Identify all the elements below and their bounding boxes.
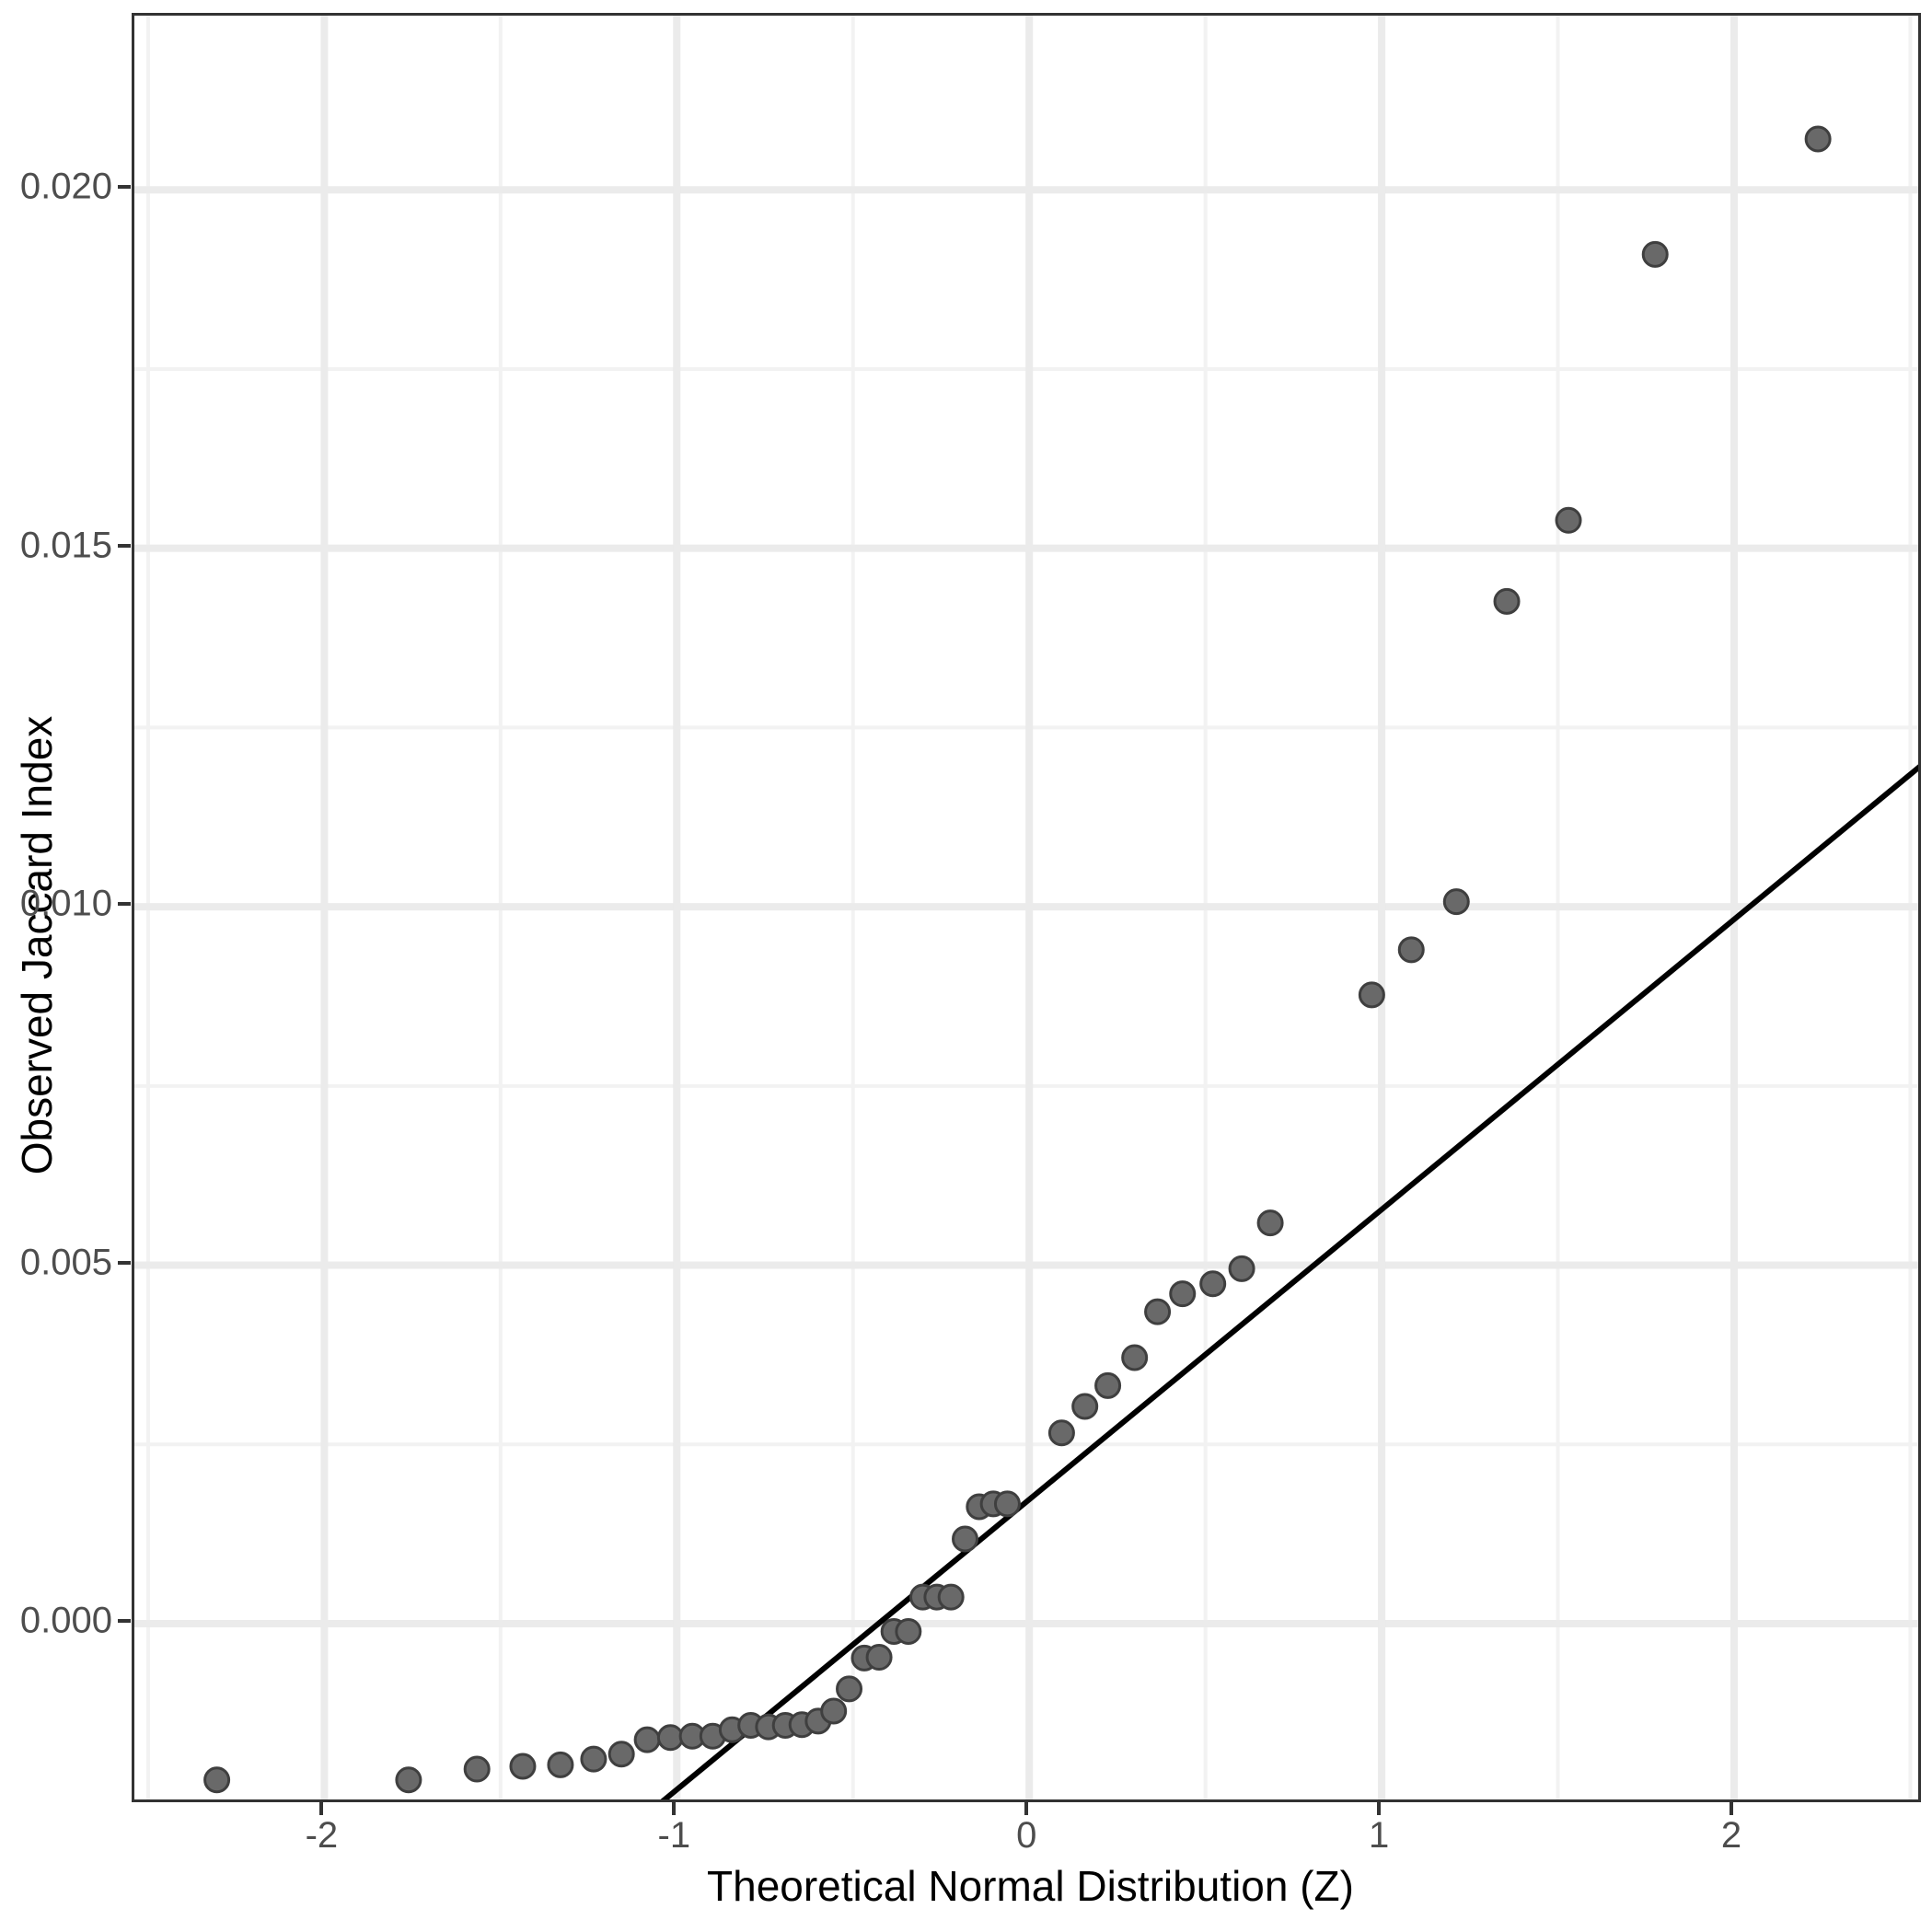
data-point xyxy=(509,1753,537,1780)
x-axis-tick-label: -1 xyxy=(657,1815,691,1856)
data-point xyxy=(1071,1393,1099,1420)
data-point xyxy=(1493,587,1521,615)
y-axis-tick-mark xyxy=(118,543,131,548)
x-axis-tick-label: -2 xyxy=(305,1815,339,1856)
data-point xyxy=(952,1525,979,1553)
data-point xyxy=(895,1618,922,1646)
x-axis-tick-mark xyxy=(1024,1802,1029,1815)
data-point xyxy=(1442,888,1470,916)
y-axis-tick-mark xyxy=(118,185,131,190)
data-point xyxy=(1121,1344,1149,1371)
data-point xyxy=(836,1675,863,1703)
y-axis-tick-label: 0.005 xyxy=(19,1242,112,1283)
data-point xyxy=(1641,240,1669,268)
data-point xyxy=(937,1583,965,1611)
data-point xyxy=(1804,125,1832,153)
data-point xyxy=(395,1766,422,1794)
data-point xyxy=(1199,1270,1227,1298)
data-point xyxy=(1094,1371,1122,1399)
x-axis-tick-mark xyxy=(1729,1802,1733,1815)
x-axis-tick-mark xyxy=(1377,1802,1382,1815)
x-axis-tick-mark xyxy=(672,1802,677,1815)
data-point xyxy=(463,1755,491,1783)
data-point xyxy=(1047,1419,1075,1447)
data-point xyxy=(1358,981,1385,1009)
y-axis-tick-label: 0.010 xyxy=(19,883,112,924)
data-point xyxy=(547,1751,574,1778)
y-axis-tick-mark xyxy=(118,1618,131,1623)
y-axis-tick-label: 0.020 xyxy=(19,166,112,207)
data-point xyxy=(1397,936,1425,964)
x-axis-title: Theoretical Normal Distribution (Z) xyxy=(707,1862,1354,1910)
qq-reference-line xyxy=(660,764,1918,1799)
data-point xyxy=(993,1490,1021,1518)
y-axis-tick-label: 0.015 xyxy=(19,525,112,566)
data-point xyxy=(820,1697,848,1725)
data-point xyxy=(1144,1298,1172,1325)
y-axis-tick-mark xyxy=(118,1260,131,1265)
plot-panel xyxy=(132,13,1921,1802)
y-axis-tick-label: 0.000 xyxy=(19,1600,112,1641)
data-point xyxy=(580,1745,607,1773)
y-axis-tick-mark xyxy=(118,902,131,907)
data-point xyxy=(1555,506,1582,534)
x-axis-tick-mark xyxy=(319,1802,324,1815)
x-axis-tick-label: 1 xyxy=(1368,1815,1390,1856)
x-axis-tick-label: 2 xyxy=(1720,1815,1742,1856)
data-point xyxy=(1256,1209,1284,1237)
data-point xyxy=(203,1766,231,1794)
data-point xyxy=(865,1644,893,1672)
data-point xyxy=(607,1741,635,1768)
data-point xyxy=(1228,1255,1255,1282)
x-axis-tick-label: 0 xyxy=(1016,1815,1037,1856)
y-axis-tick-labels: 0.000 0.005 0.010 0.015 0.020 xyxy=(0,0,112,1932)
plot-canvas xyxy=(134,16,1918,1799)
data-point xyxy=(1169,1280,1197,1308)
